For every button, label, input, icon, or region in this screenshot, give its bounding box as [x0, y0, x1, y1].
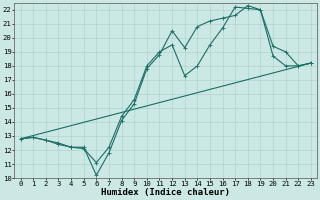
- X-axis label: Humidex (Indice chaleur): Humidex (Indice chaleur): [101, 188, 230, 197]
